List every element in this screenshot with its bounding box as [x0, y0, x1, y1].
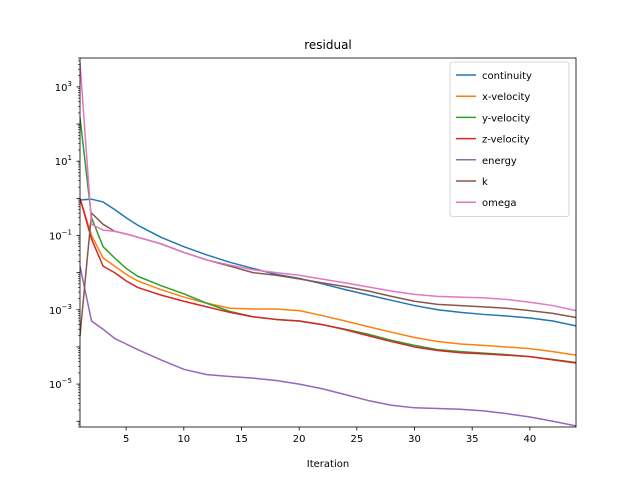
- legend-box: [449, 61, 570, 217]
- legend: continuity x-velocity y-velocity z-velocity…: [449, 61, 570, 217]
- legend-label-z-velocity: z-velocity: [482, 135, 530, 146]
- y-axis: 10−5 10−3 10−1 101 103: [49, 57, 80, 428]
- legend-label-omega: omega: [482, 198, 517, 209]
- y-tick-label: 10−3: [49, 303, 72, 317]
- x-tick-label: 5: [123, 434, 129, 445]
- legend-label-continuity: continuity: [482, 71, 532, 82]
- legend-label-k: k: [482, 177, 488, 188]
- series-line-x-velocity: [80, 198, 576, 356]
- y-tick-label: 10−1: [49, 229, 72, 243]
- x-axis: 5 10 15 20 25 30 35 40: [123, 427, 536, 445]
- x-tick-label: 35: [466, 434, 479, 445]
- plot-frame: [79, 57, 577, 428]
- x-tick-label: 30: [408, 434, 421, 445]
- series-layer: [80, 62, 576, 427]
- legend-label-y-velocity: y-velocity: [482, 113, 530, 124]
- series-line-z-velocity: [80, 198, 576, 364]
- x-tick-label: 15: [235, 434, 248, 445]
- x-tick-label: 40: [523, 434, 536, 445]
- y-tick-label: 103: [55, 80, 72, 94]
- series-line-omega: [80, 62, 576, 312]
- y-tick-label: 10−5: [49, 377, 72, 391]
- legend-label-x-velocity: x-velocity: [482, 92, 530, 103]
- x-tick-label: 20: [293, 434, 306, 445]
- x-tick-label: 10: [177, 434, 190, 445]
- x-axis-label: Iteration: [307, 459, 349, 470]
- x-tick-label: 25: [350, 434, 363, 445]
- series-line-energy: [80, 265, 576, 427]
- y-tick-label: 101: [55, 154, 72, 168]
- legend-label-energy: energy: [482, 156, 517, 167]
- chart-title: residual: [304, 38, 352, 52]
